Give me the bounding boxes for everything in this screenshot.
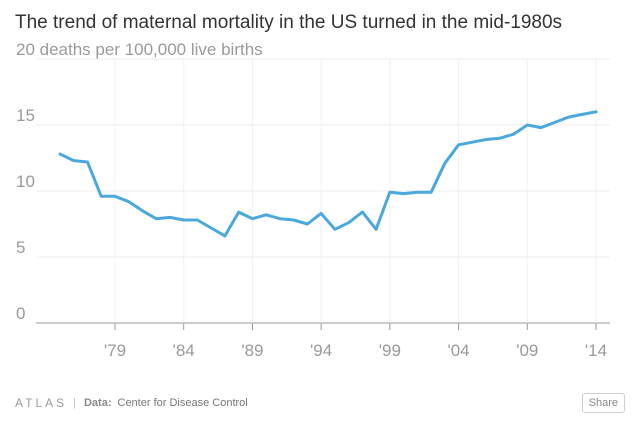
source-text: Center for Disease Control <box>117 397 248 409</box>
y-tick-label: 5 <box>16 238 25 257</box>
data-point <box>265 213 268 216</box>
y-axis: 0 5 10 15 20 deaths per 100,000 live births <box>16 40 263 323</box>
data-point <box>457 143 460 146</box>
data-point <box>59 153 62 156</box>
data-point <box>141 209 144 212</box>
source-label: Data: <box>83 397 112 409</box>
data-point <box>402 192 405 195</box>
data-point <box>361 211 364 214</box>
series <box>58 110 598 238</box>
x-axis: '79 '84 '89 '94 '99 '04 '09 '14 <box>104 323 607 360</box>
data-point <box>237 211 240 214</box>
x-tick-label: '94 <box>310 341 332 360</box>
share-button[interactable]: Share <box>581 393 625 413</box>
brand-logo[interactable]: ATLAS <box>15 396 68 410</box>
data-point <box>155 217 158 220</box>
data-point <box>86 160 89 163</box>
data-point <box>72 159 75 162</box>
data-point <box>333 228 336 231</box>
data-point <box>168 216 171 219</box>
data-point <box>223 234 226 237</box>
data-point <box>210 226 213 229</box>
data-point <box>471 141 474 144</box>
y-tick-label: 10 <box>16 172 35 191</box>
data-point <box>498 137 501 140</box>
data-point <box>375 228 378 231</box>
footer: ATLAS | Data: Center for Disease Control <box>15 396 248 410</box>
x-tick-label: '09 <box>516 341 538 360</box>
x-tick-label: '14 <box>585 341 607 360</box>
data-point <box>251 217 254 220</box>
data-point <box>196 219 199 222</box>
data-point <box>416 191 419 194</box>
data-point <box>100 195 103 198</box>
x-tick-label: '84 <box>173 341 195 360</box>
data-point <box>113 195 116 198</box>
x-tick-label: '04 <box>447 341 469 360</box>
grid <box>36 58 610 324</box>
data-point <box>430 191 433 194</box>
data-point <box>182 219 185 222</box>
x-tick-label: '79 <box>104 341 126 360</box>
x-tick-label: '99 <box>379 341 401 360</box>
data-point <box>347 221 350 224</box>
y-tick-label: 20 deaths per 100,000 live births <box>16 40 263 59</box>
y-tick-label: 15 <box>16 106 35 125</box>
data-point <box>127 200 130 203</box>
data-point <box>512 133 515 136</box>
data-point <box>306 223 309 226</box>
data-point <box>443 162 446 165</box>
data-point <box>292 219 295 222</box>
chart-title: The trend of maternal mortality in the U… <box>15 12 563 33</box>
data-point <box>581 113 584 116</box>
data-point <box>567 116 570 119</box>
data-point <box>553 121 556 124</box>
data-point <box>388 191 391 194</box>
x-tick-label: '89 <box>241 341 263 360</box>
series-line <box>58 110 598 238</box>
footer-separator: | <box>73 397 76 409</box>
data-point <box>540 126 543 129</box>
data-point <box>278 217 281 220</box>
data-point <box>595 110 598 113</box>
data-point <box>320 212 323 215</box>
data-point <box>526 124 529 127</box>
data-point <box>485 138 488 141</box>
y-tick-label: 0 <box>16 304 25 323</box>
